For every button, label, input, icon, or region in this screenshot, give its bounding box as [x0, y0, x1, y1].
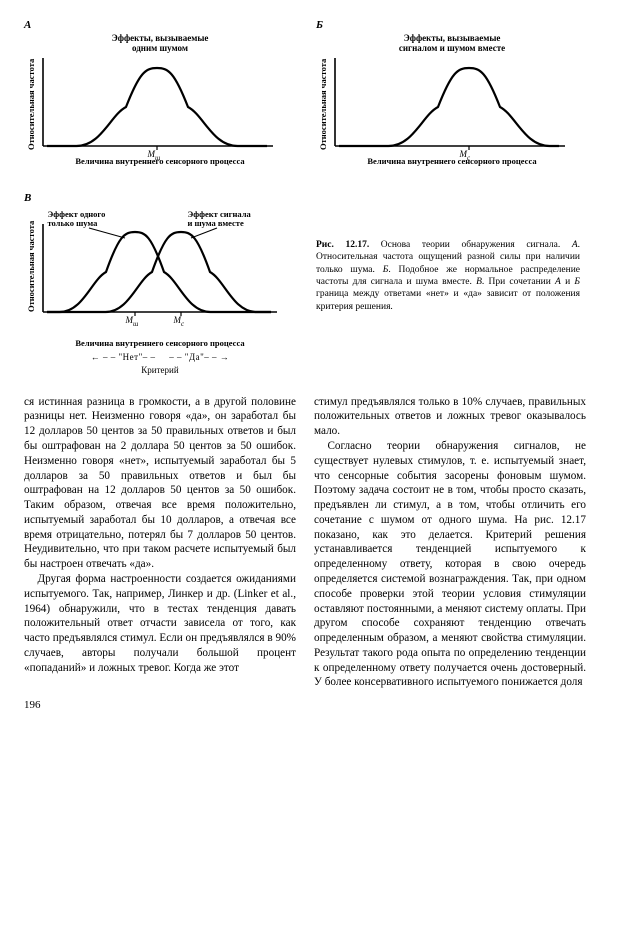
caption-text: Основа теории обнаружения сигнала. А. От… — [316, 240, 580, 312]
panel-a-title: Эффекты, вызываемые одним шумом — [24, 33, 296, 54]
caption-fignum: Рис. 12.17. — [316, 240, 369, 250]
panel-c-wrapper: В Относительная частота Эффект одного то… — [24, 191, 296, 385]
panel-c-arrows: ← – – "Нет"– – – – "Да"– – → — [24, 351, 296, 363]
panel-c-label: В — [24, 191, 296, 206]
panel-b-label: Б — [316, 18, 588, 33]
panel-c: Относительная частота Эффект одного толь… — [24, 210, 296, 377]
panel-b-svg — [331, 56, 567, 152]
panel-a-svg — [39, 56, 275, 152]
column-right: стимул предъявлялся только в 10% случаев… — [314, 395, 586, 691]
panel-c-xlabel: Величина внутреннего сенсорного процесса — [24, 338, 296, 349]
col-right-p2: Согласно теории обнаружения сигналов, не… — [314, 439, 586, 690]
panel-c-criterion: Критерий — [24, 364, 296, 376]
panel-a-label: А — [24, 18, 296, 33]
panels-ab-row: А Эффекты, вызываемые одним шумом Относи… — [24, 18, 596, 167]
panel-c-ylabel: Относительная частота — [24, 210, 39, 322]
col-left-p1: ся истинная разница в громкости, а в дру… — [24, 395, 296, 572]
panel-b-title: Эффекты, вызываемые сигналом и шумом вме… — [316, 33, 588, 54]
panel-c-xtick1: Mш — [125, 314, 138, 329]
page-number: 196 — [24, 698, 596, 713]
panel-b-chart: Относительная частота Mс — [316, 56, 588, 152]
arrow-right: – – "Да"– – → — [169, 352, 229, 362]
panel-c-label-left: Эффект одного только шума — [47, 210, 105, 229]
panel-a-plot: Mш — [39, 56, 275, 152]
panel-b-plot: Mс — [331, 56, 567, 152]
panel-a-xtick: Mш — [147, 148, 160, 163]
panel-b-ylabel: Относительная частота — [316, 56, 331, 152]
panel-a: А Эффекты, вызываемые одним шумом Относи… — [24, 18, 296, 167]
panel-b-xlabel: Величина внутреннего сенсорного процесса — [316, 156, 588, 167]
panel-b: Б Эффекты, вызываемые сигналом и шумом в… — [316, 18, 588, 167]
panel-a-ylabel: Относительная частота — [24, 56, 39, 152]
panel-c-label-right: Эффект сигнала и шума вместе — [187, 210, 250, 229]
panel-b-xtick: Mс — [459, 148, 470, 163]
col-right-p1: стимул предъявлялся только в 10% случаев… — [314, 395, 586, 439]
panel-c-row: В Относительная частота Эффект одного то… — [24, 191, 596, 385]
col-left-p2: Другая форма настроенности создается ожи… — [24, 572, 296, 675]
panel-a-chart: Относительная частота Mш — [24, 56, 296, 152]
column-left: ся истинная разница в громкости, а в дру… — [24, 395, 296, 691]
panel-c-chart: Относительная частота Эффект одного толь… — [24, 210, 296, 322]
panel-c-plot: Эффект одного только шума Эффект сигнала… — [39, 210, 279, 322]
panel-c-xtick2: Mс — [173, 314, 184, 329]
figure-caption: Рис. 12.17. Основа теории обнаружения си… — [316, 191, 580, 313]
body-columns: ся истинная разница в громкости, а в дру… — [24, 395, 596, 691]
arrow-left: ← – – "Нет"– – — [91, 352, 156, 362]
